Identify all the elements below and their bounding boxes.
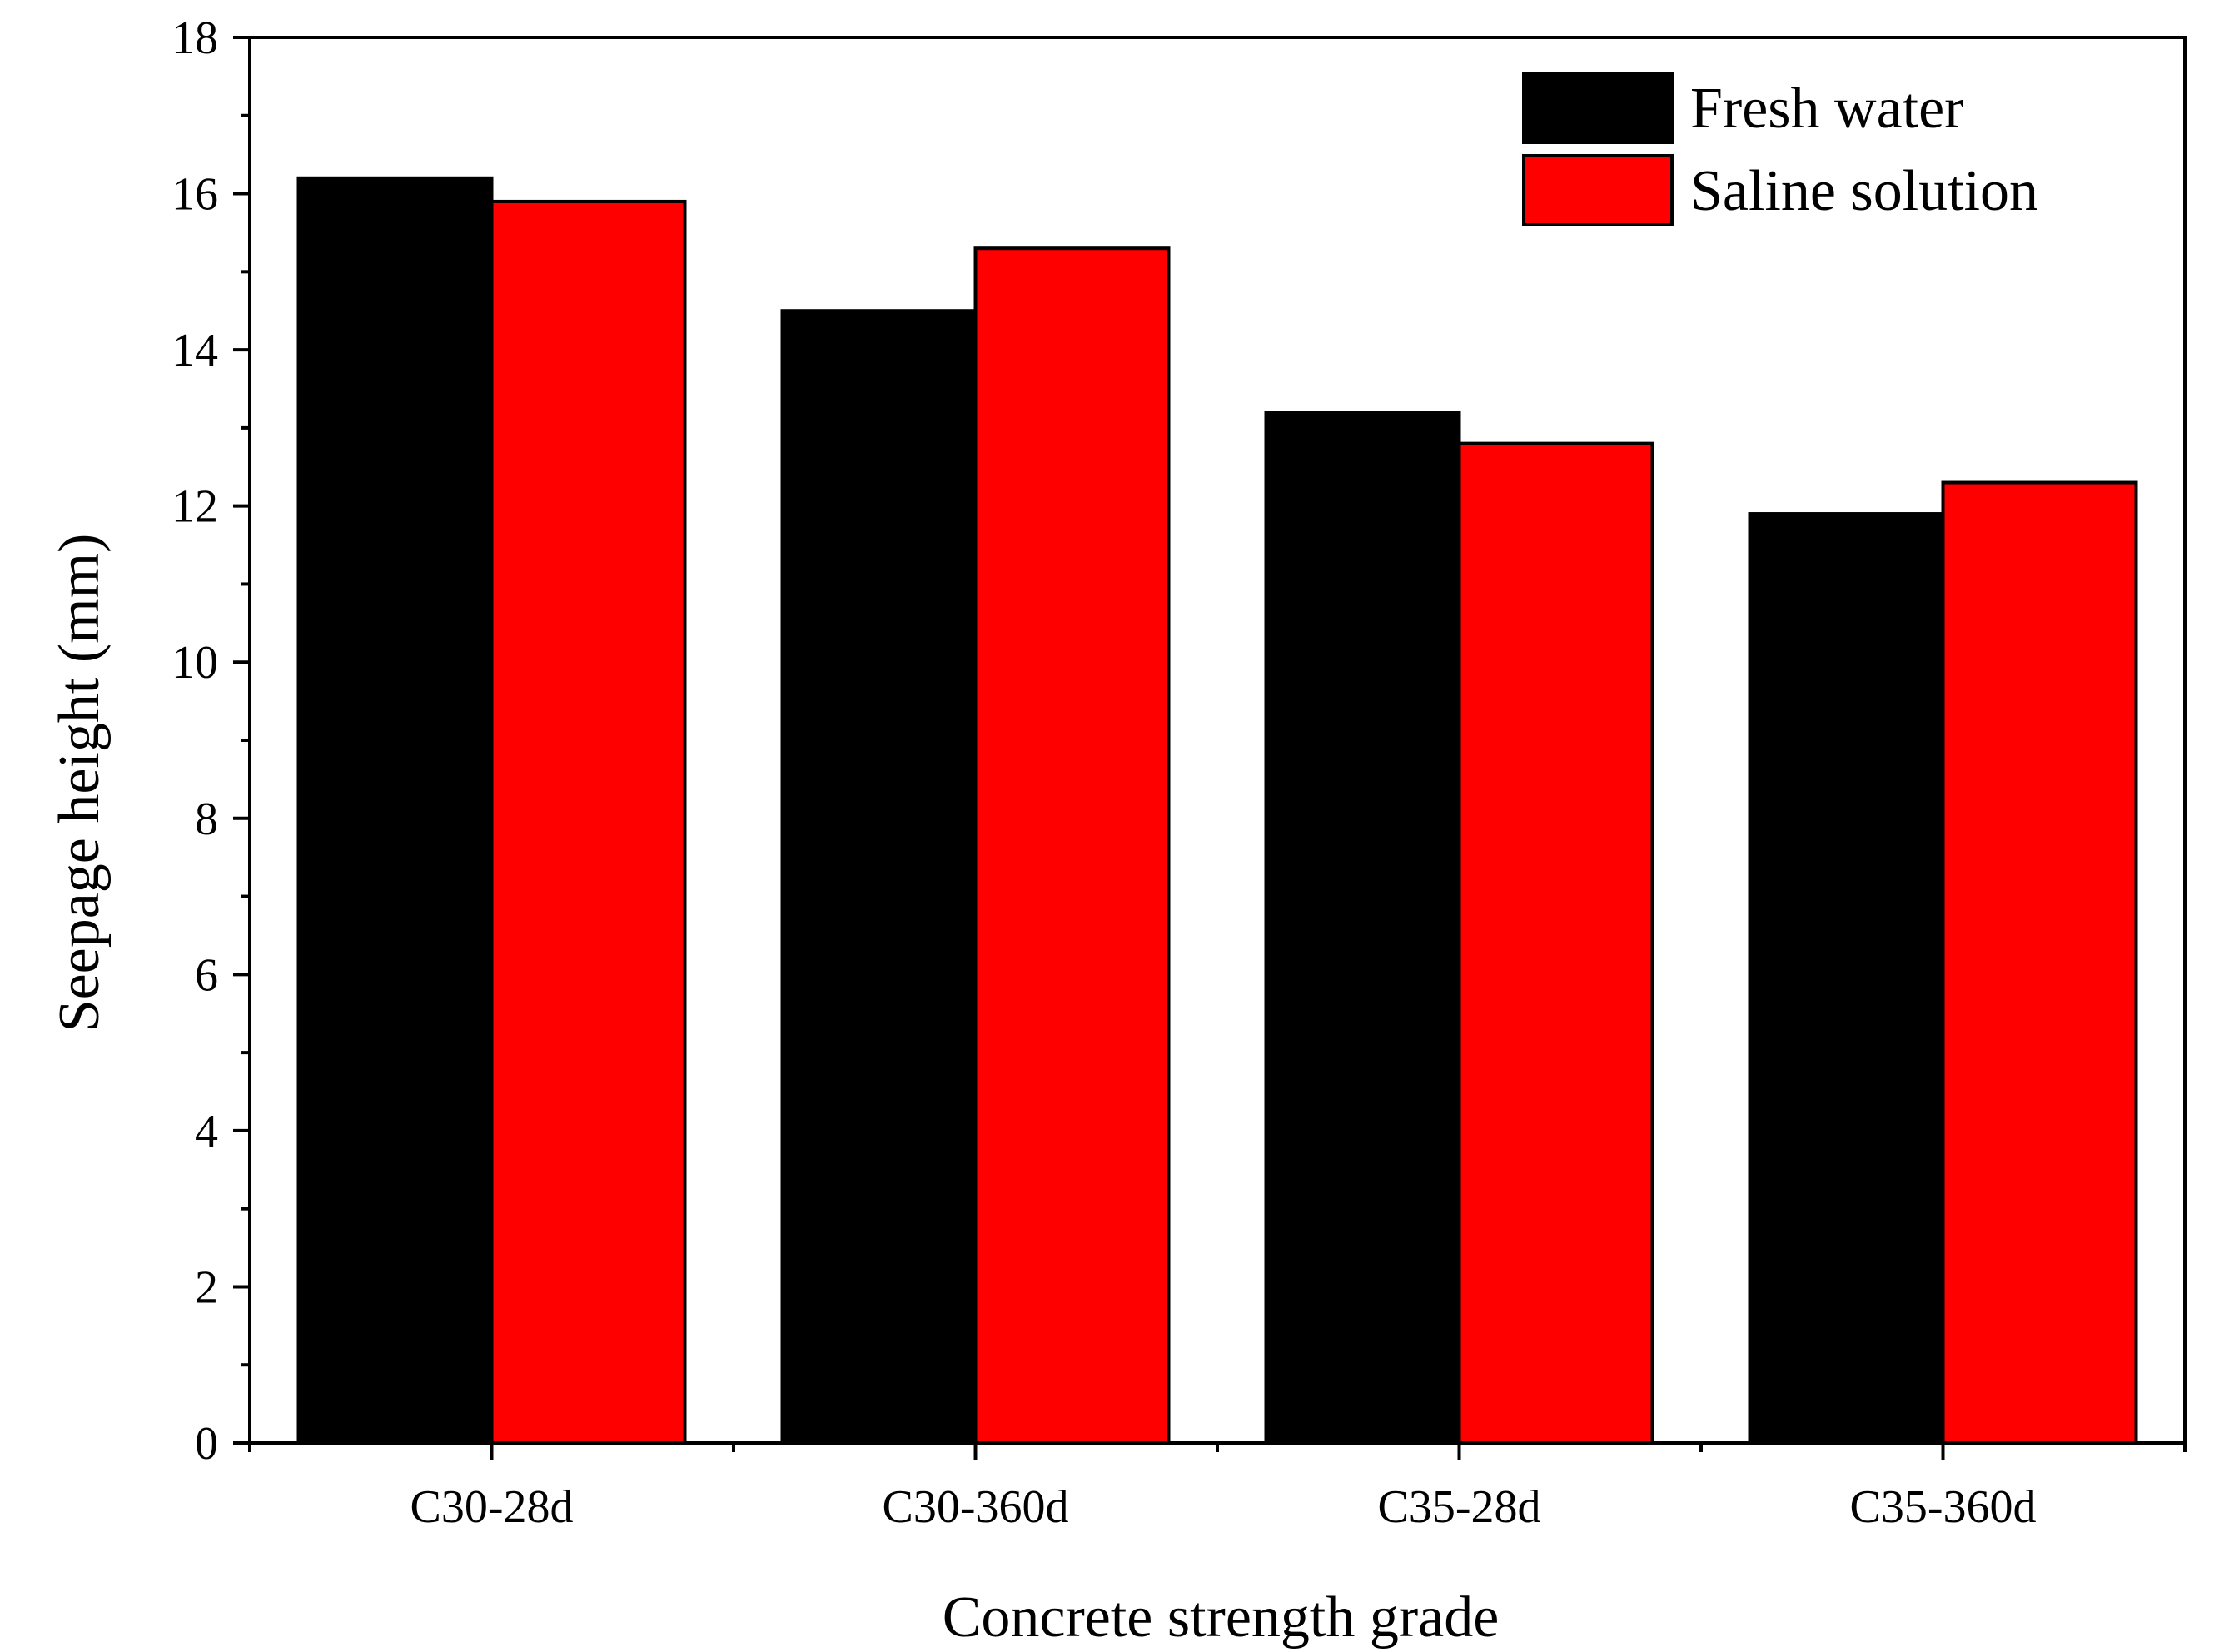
y-tick-label: 18	[172, 12, 218, 64]
y-tick-label: 8	[195, 794, 218, 845]
bar-saline-solution-c35-360d	[1941, 480, 2138, 1445]
y-tick-label: 16	[172, 169, 218, 221]
x-tick-label: C30-360d	[883, 1481, 1069, 1533]
y-tick-label: 10	[172, 637, 218, 689]
axes-group	[233, 36, 2187, 1460]
y-tick-label: 12	[172, 481, 218, 533]
bar-fresh-water-c35-360d	[1748, 512, 1945, 1445]
bars-group	[296, 176, 2138, 1446]
y-tick-label: 4	[195, 1106, 218, 1157]
y-tick-label: 2	[195, 1261, 218, 1313]
bar-fresh-water-c30-28d	[296, 176, 494, 1445]
x-tick-labels: C30-28d C30-360d C35-28d C35-360d	[410, 1481, 2037, 1533]
legend-swatch-saline-solution	[1522, 154, 1674, 226]
legend-label: Saline solution	[1690, 159, 2038, 223]
legend-swatch-fresh-water	[1522, 72, 1674, 144]
bar-saline-solution-c35-28d	[1457, 441, 1654, 1446]
x-tick-label: C35-28d	[1378, 1481, 1541, 1533]
legend-label: Fresh water	[1690, 77, 1964, 141]
bar-saline-solution-c30-28d	[490, 199, 687, 1445]
bar-fresh-water-c35-28d	[1264, 411, 1461, 1446]
bar-fresh-water-c30-360d	[780, 309, 978, 1446]
y-axis-title: Seepage height (mm)	[47, 534, 112, 1032]
x-tick-label: C35-360d	[1850, 1481, 2037, 1533]
y-tick-label: 0	[195, 1418, 218, 1470]
bar-saline-solution-c30-360d	[973, 246, 1171, 1446]
y-tick-label: 6	[195, 949, 218, 1001]
y-tick-labels: 0 2 4 6 8 10 12 14 16 18	[172, 12, 218, 1470]
legend: Fresh water Saline solution	[1522, 72, 2038, 226]
x-tick-label: C30-28d	[410, 1481, 574, 1533]
x-axis-title: Concrete strength grade	[943, 1585, 1500, 1650]
y-tick-label: 14	[172, 325, 218, 376]
